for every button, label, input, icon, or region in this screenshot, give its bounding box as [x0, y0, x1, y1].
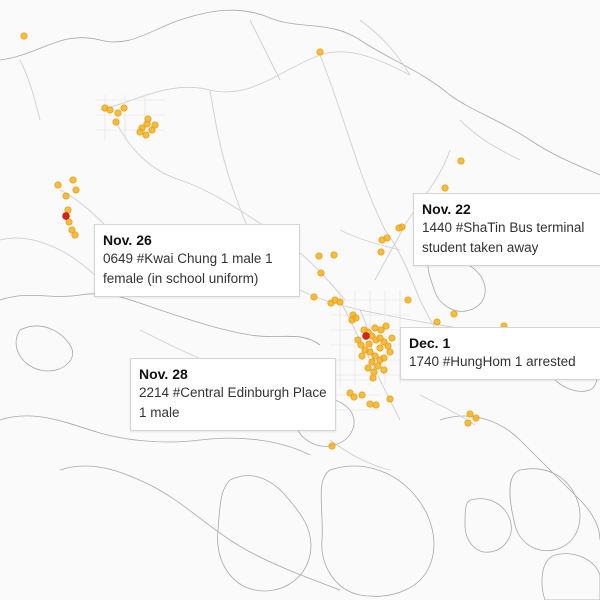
incident-marker[interactable] [151, 121, 159, 129]
incident-marker[interactable] [382, 322, 390, 330]
incident-marker[interactable] [328, 442, 336, 450]
callout-text: 0649 #Kwai Chung 1 male 1 female (in sch… [103, 251, 273, 286]
incident-marker[interactable] [316, 48, 324, 56]
incident-marker[interactable] [142, 131, 150, 139]
callout-date: Nov. 28 [139, 366, 188, 382]
incident-marker[interactable] [350, 393, 358, 401]
incident-marker[interactable] [330, 251, 338, 259]
incident-marker[interactable] [378, 236, 386, 244]
incident-marker[interactable] [388, 334, 396, 342]
incident-marker[interactable] [369, 374, 377, 382]
incident-marker[interactable] [380, 366, 388, 374]
callout-text: 1440 #ShaTin Bus terminal student taken … [422, 220, 585, 255]
incident-marker[interactable] [64, 206, 72, 214]
callout-nov-22: Nov. 22 1440 #ShaTin Bus terminal studen… [413, 193, 600, 266]
incident-marker[interactable] [441, 184, 449, 192]
incident-marker[interactable] [371, 324, 379, 332]
incident-marker[interactable] [54, 181, 62, 189]
incident-marker[interactable] [364, 364, 372, 372]
callout-dec-1: Dec. 1 1740 #HungHom 1 arrested [400, 327, 600, 380]
incident-marker[interactable] [450, 310, 458, 318]
incident-marker[interactable] [354, 336, 362, 344]
incident-marker[interactable] [317, 269, 325, 277]
incident-marker[interactable] [114, 109, 122, 117]
callout-date: Dec. 1 [409, 335, 451, 351]
incident-marker[interactable] [386, 395, 394, 403]
incident-marker[interactable] [106, 106, 114, 114]
incident-marker[interactable] [366, 348, 374, 356]
incident-marker[interactable] [71, 231, 79, 239]
incident-marker[interactable] [358, 391, 366, 399]
incident-marker[interactable] [358, 352, 366, 360]
incident-marker[interactable] [466, 410, 474, 418]
callout-nov-28: Nov. 28 2214 #Central Edinburgh Place 1 … [130, 358, 336, 431]
callout-nov-26: Nov. 26 0649 #Kwai Chung 1 male 1 female… [94, 224, 300, 297]
incident-marker[interactable] [112, 118, 120, 126]
incident-marker[interactable] [433, 318, 441, 326]
incident-marker[interactable] [464, 419, 472, 427]
incident-marker[interactable] [348, 316, 356, 324]
incident-marker[interactable] [136, 128, 144, 136]
incident-marker[interactable] [376, 344, 384, 352]
incident-marker[interactable] [386, 348, 394, 356]
incident-marker[interactable] [368, 358, 376, 366]
incident-marker[interactable] [144, 115, 152, 123]
incident-marker[interactable] [336, 298, 344, 306]
incident-marker[interactable] [62, 192, 70, 200]
incident-marker[interactable] [371, 352, 379, 360]
incident-marker[interactable] [310, 293, 318, 301]
incident-marker[interactable] [457, 157, 465, 165]
incident-marker[interactable] [384, 342, 392, 350]
incident-marker[interactable] [404, 296, 412, 304]
incident-marker[interactable] [315, 252, 323, 260]
incident-marker[interactable] [374, 362, 382, 370]
incident-marker[interactable] [65, 218, 73, 226]
highlighted-incident-marker[interactable] [362, 332, 370, 340]
callout-text: 1740 #HungHom 1 arrested [409, 354, 576, 369]
incident-marker[interactable] [472, 414, 480, 422]
incident-marker[interactable] [377, 248, 385, 256]
incident-marker[interactable] [366, 400, 374, 408]
callout-date: Nov. 26 [103, 232, 152, 248]
incident-marker[interactable] [370, 368, 378, 376]
incident-marker[interactable] [120, 104, 128, 112]
callout-text: 2214 #Central Edinburgh Place 1 male [139, 385, 327, 420]
incident-marker[interactable] [372, 401, 380, 409]
incident-marker[interactable] [69, 176, 77, 184]
callout-date: Nov. 22 [422, 201, 471, 217]
incident-marker[interactable] [72, 186, 80, 194]
incident-marker[interactable] [365, 340, 373, 348]
incident-marker[interactable] [380, 354, 388, 362]
incident-marker[interactable] [20, 32, 28, 40]
highlighted-incident-marker[interactable] [62, 212, 70, 220]
incident-marker[interactable] [395, 224, 403, 232]
